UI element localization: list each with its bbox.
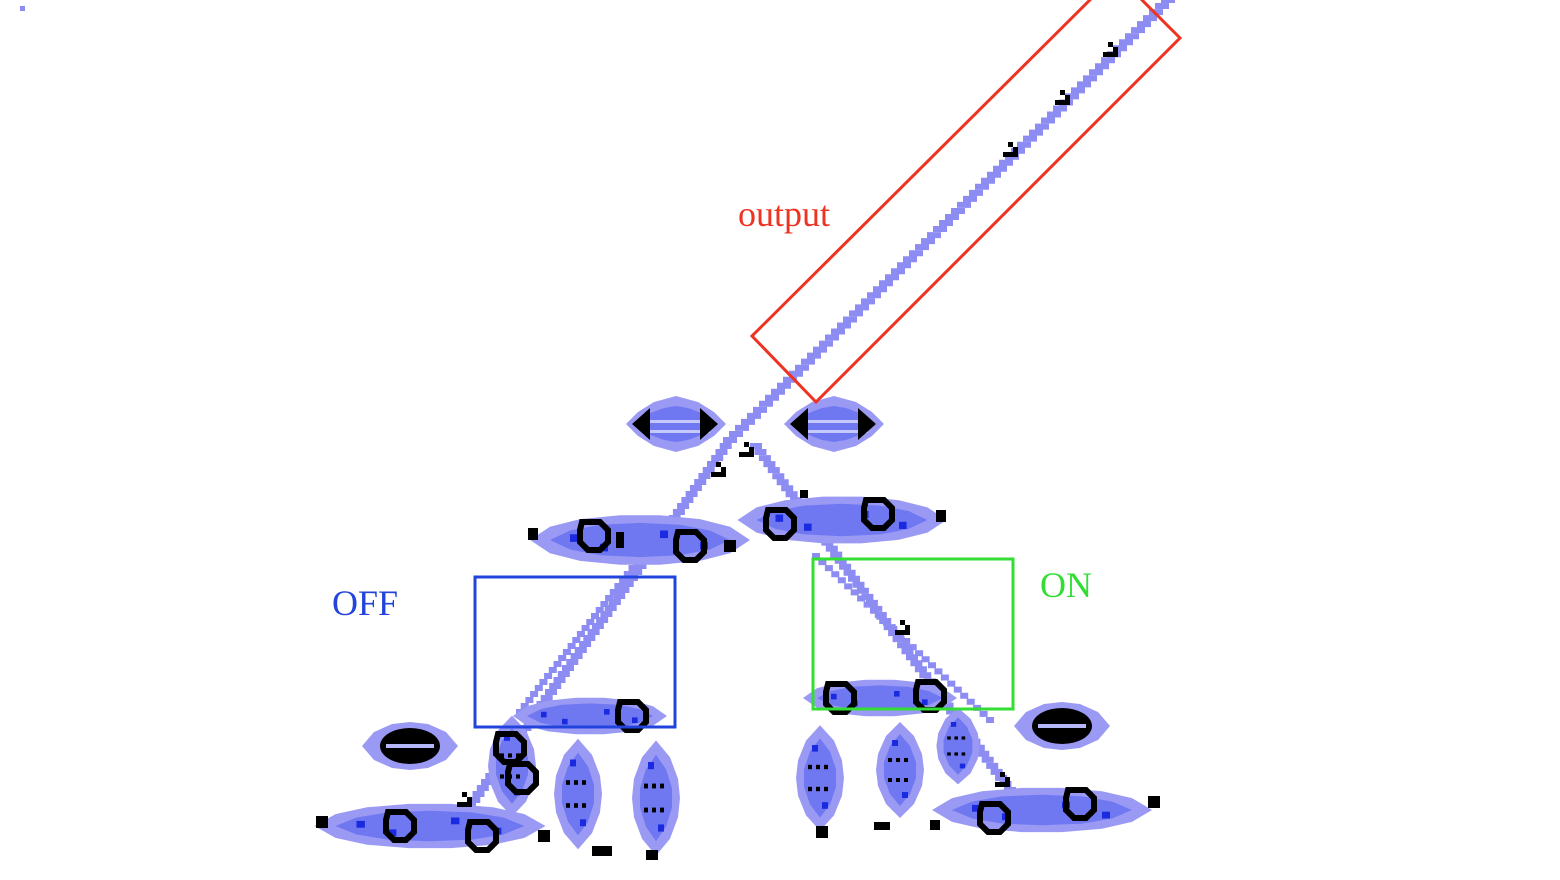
lower-right-long-structure — [930, 788, 1160, 832]
output-track — [723, 0, 1175, 443]
lower-left-horizontal-structure — [513, 697, 667, 735]
on-label: ON — [1040, 565, 1092, 605]
lower-left-vertical-structures — [488, 715, 680, 860]
stray-cell — [20, 6, 25, 11]
lower-left-branch-track — [516, 517, 674, 715]
upper-right-eye-structure — [784, 396, 884, 452]
lower-left-eater — [362, 722, 458, 770]
output-highlight-box — [749, 0, 1183, 405]
lower-right-branch-track — [812, 553, 994, 723]
output-label: output — [738, 194, 831, 234]
upper-left-eye-structure — [626, 396, 726, 452]
off-label: OFF — [332, 583, 399, 623]
off-highlight-box — [473, 575, 677, 729]
lower-right-vertical-structures — [796, 707, 980, 838]
on-highlight-box — [811, 557, 1015, 711]
middle-left-structure — [528, 515, 750, 565]
lower-right-eater — [1014, 702, 1110, 750]
lower-left-long-structure — [314, 803, 550, 850]
middle-right-structure — [737, 490, 947, 544]
